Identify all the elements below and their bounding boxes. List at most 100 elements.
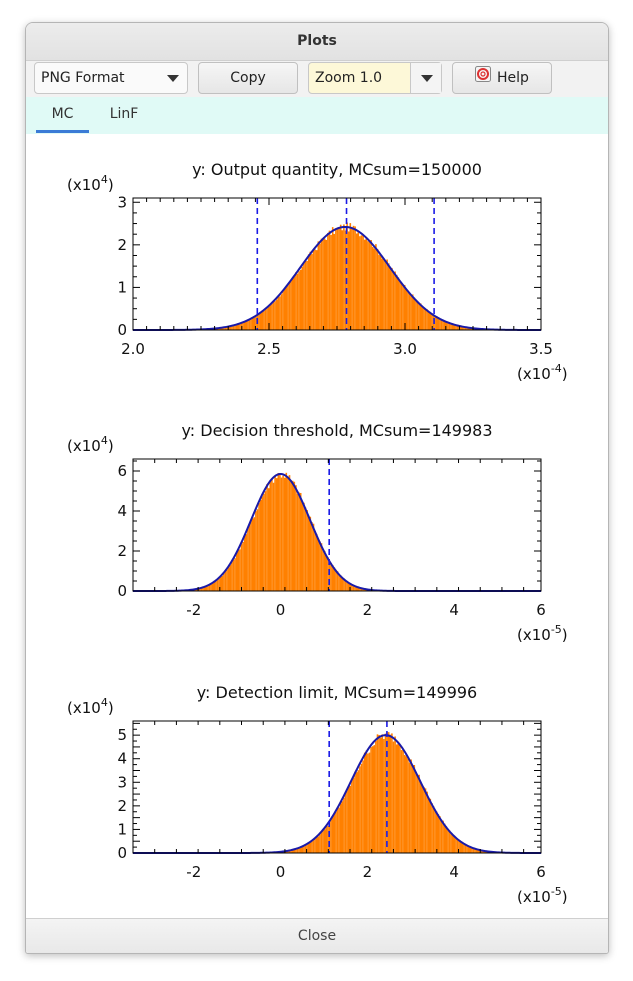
histogram-bar (320, 543, 323, 591)
zoom-select-value: Zoom 1.0 (315, 70, 383, 86)
histogram-bar (368, 752, 371, 853)
plots-window: Plots PNG Format Copy Zoom 1.0 Help MC L… (25, 22, 609, 954)
histogram-bar (418, 774, 420, 853)
histogram-bar (397, 741, 400, 853)
histogram-bar (285, 472, 288, 591)
histogram-bar (399, 281, 401, 330)
histogram-bar (362, 760, 364, 853)
histogram-bar (362, 588, 364, 591)
histogram-bar (339, 803, 342, 853)
plot-frame (132, 458, 542, 592)
tab-mc[interactable]: MC (36, 97, 89, 133)
histogram-bar (301, 846, 304, 853)
histogram-bar (376, 248, 379, 330)
histogram-bar (251, 318, 254, 330)
histogram-bar (253, 517, 256, 591)
histogram-bar (477, 849, 480, 853)
histogram-bar (426, 309, 428, 330)
histogram-bar (288, 850, 291, 853)
zoom-select[interactable]: Zoom 1.0 (308, 62, 442, 94)
histogram-bar (429, 312, 432, 330)
histogram-bar (253, 317, 256, 330)
histogram-bar (335, 811, 337, 853)
histogram-bar (251, 518, 254, 591)
chevron-down-icon[interactable] (410, 63, 441, 93)
histogram-bar (314, 838, 316, 853)
histogram-bar (375, 740, 377, 853)
histogram-bar (376, 734, 379, 853)
plot-area: y: Output quantity, MCsum=150000 (x104) (x… (26, 134, 608, 918)
x-tick-label: 2 (363, 863, 373, 881)
histogram-bar (344, 791, 347, 853)
histogram-bar (245, 534, 248, 591)
histogram-bar (339, 224, 342, 330)
histogram-bar (277, 296, 280, 330)
y-tick-label: 4 (117, 502, 127, 520)
histogram-bar (290, 850, 292, 853)
close-button[interactable]: Close (26, 918, 608, 953)
histogram-bar (296, 273, 299, 330)
histogram-bar (415, 772, 417, 853)
histogram-bar (291, 849, 294, 853)
window-title: Plots (26, 23, 608, 61)
histogram-bar (349, 785, 352, 853)
histogram-bar (421, 305, 424, 330)
histogram-bar (306, 260, 308, 330)
histogram-bar (403, 754, 406, 853)
histogram-bar (450, 323, 452, 330)
histogram-bar (291, 480, 294, 591)
histogram-bar (435, 811, 438, 853)
histogram-bar (347, 582, 350, 591)
tab-linf[interactable]: LinF (109, 106, 139, 122)
histogram-bar (275, 478, 278, 591)
y-tick-label: 2 (117, 797, 127, 815)
histogram-bar (274, 476, 276, 591)
histogram-bar (375, 244, 377, 330)
histogram-bar (314, 531, 316, 591)
help-button[interactable]: Help (452, 62, 552, 94)
histogram-bar (413, 297, 416, 330)
histogram-bar (394, 271, 396, 330)
histogram-bar (455, 325, 457, 330)
histogram-bar (283, 288, 286, 330)
histogram-bar (431, 313, 433, 330)
histogram-bar (471, 847, 473, 853)
histogram-bar (456, 325, 459, 330)
histogram-bar (328, 230, 331, 330)
histogram-bar (304, 260, 307, 330)
histogram-bar (293, 849, 296, 853)
copy-button[interactable]: Copy (198, 62, 298, 94)
histogram-bar (378, 734, 380, 853)
histogram-bar (423, 307, 425, 330)
histogram-bar (371, 246, 374, 330)
histogram-bar (386, 259, 388, 330)
histogram-bar (355, 772, 358, 853)
histogram-bar (298, 847, 300, 853)
histogram-bar (395, 274, 398, 330)
histogram-bar (279, 473, 281, 591)
histogram-bar (365, 238, 368, 330)
y-tick-label: 1 (117, 820, 127, 838)
help-label: Help (497, 70, 529, 86)
histogram-bar (304, 507, 307, 591)
histogram-bar (269, 304, 272, 330)
histogram-bar (461, 841, 464, 853)
histogram-bar (387, 732, 390, 853)
histogram-bar (311, 254, 313, 330)
histogram-bar (301, 501, 304, 591)
histogram-bar (405, 756, 408, 853)
histogram-bar (319, 243, 321, 330)
histogram-bar (349, 223, 352, 330)
histogram-bar (411, 765, 414, 853)
histogram-bar (480, 850, 483, 853)
histogram-bar (367, 241, 369, 330)
histogram-bar (202, 587, 204, 591)
histogram-bar (245, 321, 248, 330)
histogram-bar (456, 839, 459, 853)
format-select[interactable]: PNG Format (34, 62, 188, 94)
histogram-bar (464, 843, 467, 853)
chevron-down-icon[interactable] (157, 63, 187, 93)
histogram-bar (232, 325, 235, 330)
histogram-bar (333, 567, 336, 591)
histogram-bar (263, 311, 265, 330)
